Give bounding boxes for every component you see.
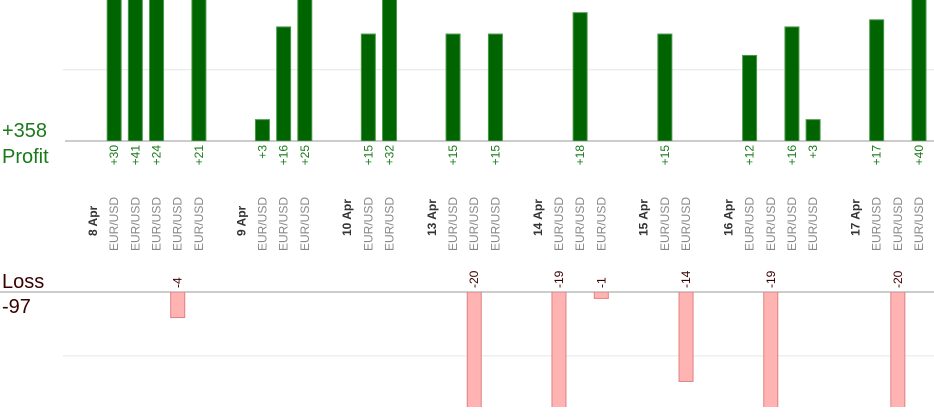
profit-bar <box>911 0 927 141</box>
value-label: +15 <box>488 145 502 166</box>
value-label: -19 <box>552 270 566 288</box>
value-label: +15 <box>446 145 460 166</box>
value-label: +12 <box>743 145 757 166</box>
date-label: 16 Apr <box>721 199 735 236</box>
loss-bar <box>678 292 694 382</box>
date-label: 15 Apr <box>637 199 651 236</box>
value-label: +40 <box>912 145 926 166</box>
loss-bar <box>466 292 482 407</box>
category-label: EUR/USD <box>192 197 206 251</box>
date-label: 10 Apr <box>340 199 354 236</box>
category-label: EUR/USD <box>891 197 905 251</box>
value-label: -4 <box>171 277 185 288</box>
value-label: -19 <box>764 270 778 288</box>
date-label: 13 Apr <box>425 199 439 236</box>
profit-total: +358 <box>2 120 47 142</box>
value-label: -14 <box>679 270 693 288</box>
profit-bar <box>382 0 398 141</box>
category-label: EUR/USD <box>298 197 312 251</box>
loss-bar <box>763 292 779 407</box>
category-label: EUR/USD <box>552 197 566 251</box>
date-label: 9 Apr <box>234 205 248 236</box>
date-label: 8 Apr <box>86 205 100 236</box>
category-label: EUR/USD <box>150 197 164 251</box>
profit-bar <box>106 0 122 141</box>
loss-total: -97 <box>2 296 31 318</box>
value-label: -1 <box>594 277 608 288</box>
profit-bar <box>127 0 143 141</box>
profit-bar <box>254 119 270 141</box>
profit-bar <box>297 0 313 141</box>
category-label: EUR/USD <box>573 197 587 251</box>
value-label: +15 <box>658 145 672 166</box>
category-label: EUR/USD <box>128 197 142 251</box>
category-label: EUR/USD <box>255 197 269 251</box>
profit-bar <box>805 119 821 141</box>
category-label: EUR/USD <box>383 197 397 251</box>
profit-bar <box>784 26 800 141</box>
loss-bar <box>551 292 567 407</box>
profit-bar <box>276 26 292 141</box>
profit-legend: Profit <box>2 146 49 168</box>
category-label: EUR/USD <box>785 197 799 251</box>
profit-bar <box>360 33 376 141</box>
value-label: +30 <box>107 145 121 166</box>
category-label: EUR/USD <box>488 197 502 251</box>
value-label: +24 <box>150 145 164 166</box>
value-label: +25 <box>298 145 312 166</box>
profit-bar <box>742 54 758 141</box>
category-label: EUR/USD <box>743 197 757 251</box>
profit-bar <box>149 0 165 141</box>
profit-bar <box>445 33 461 141</box>
category-label: EUR/USD <box>107 197 121 251</box>
profit-bar <box>657 33 673 141</box>
value-label: -20 <box>891 270 905 288</box>
profit-bar <box>572 12 588 141</box>
category-label: EUR/USD <box>764 197 778 251</box>
loss-bar <box>170 292 186 319</box>
value-label: +15 <box>361 145 375 166</box>
category-label: EUR/USD <box>361 197 375 251</box>
loss-bar <box>593 292 609 299</box>
category-label: EUR/USD <box>277 197 291 251</box>
value-label: +16 <box>785 145 799 166</box>
value-label: +17 <box>870 145 884 166</box>
value-label: -20 <box>467 270 481 288</box>
value-label: +16 <box>277 145 291 166</box>
loss-bar <box>890 292 906 407</box>
profit-bar <box>487 33 503 141</box>
value-label: +18 <box>573 145 587 166</box>
category-label: EUR/USD <box>171 197 185 251</box>
loss-legend: Loss <box>2 271 44 293</box>
category-label: EUR/USD <box>446 197 460 251</box>
profit-bar <box>869 19 885 141</box>
profit-bar <box>191 0 207 141</box>
category-label: EUR/USD <box>658 197 672 251</box>
category-label: EUR/USD <box>806 197 820 251</box>
category-label: EUR/USD <box>870 197 884 251</box>
value-label: +21 <box>192 145 206 166</box>
category-label: EUR/USD <box>679 197 693 251</box>
value-label: +41 <box>128 145 142 166</box>
category-label: EUR/USD <box>467 197 481 251</box>
date-label: 17 Apr <box>848 199 862 236</box>
category-label: EUR/USD <box>912 197 926 251</box>
value-label: +3 <box>806 145 820 159</box>
date-label: 14 Apr <box>531 199 545 236</box>
category-label: EUR/USD <box>594 197 608 251</box>
value-label: +3 <box>255 145 269 159</box>
value-label: +32 <box>383 145 397 166</box>
